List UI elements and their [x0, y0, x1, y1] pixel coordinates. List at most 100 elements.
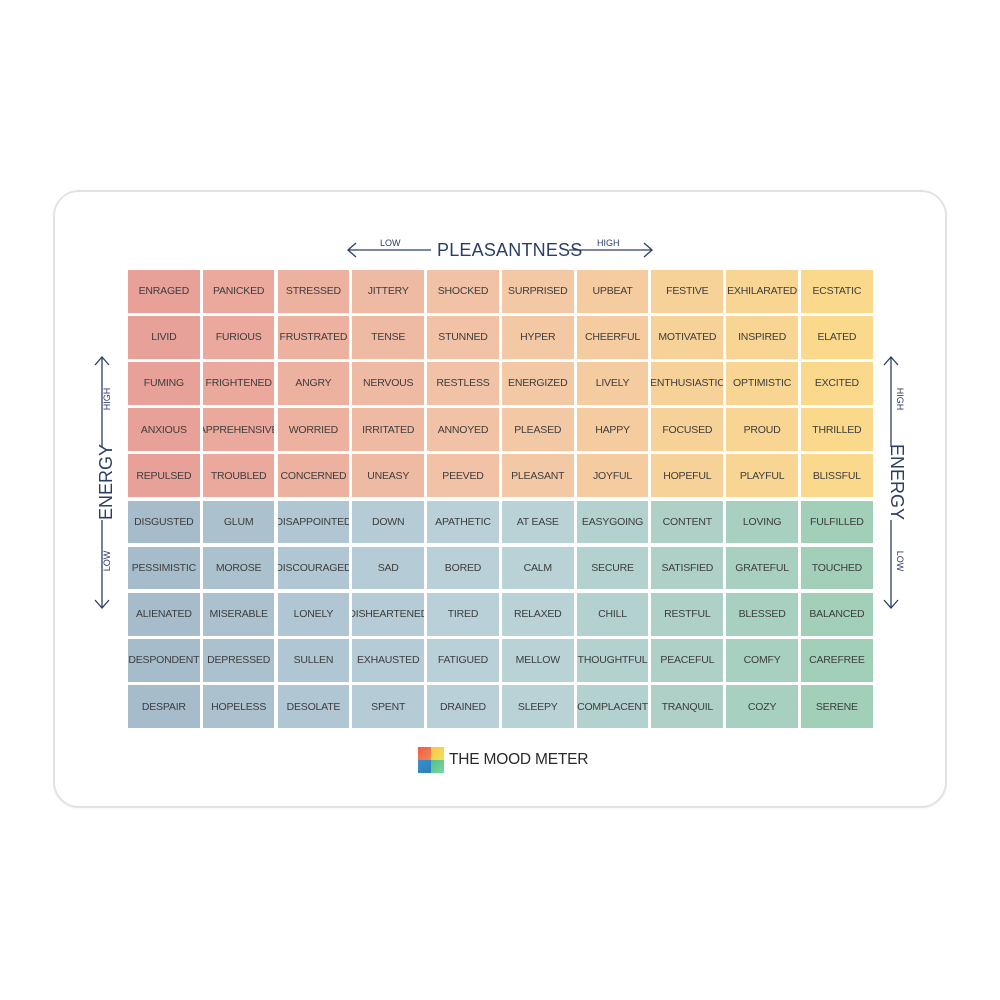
mood-cell: JOYFUL — [576, 454, 649, 497]
mood-cell: NERVOUS — [352, 362, 425, 405]
mood-cell: TIRED — [427, 593, 499, 636]
mood-cell: ELATED — [801, 316, 873, 359]
mood-cell: FURIOUS — [202, 316, 275, 359]
mood-cell: PEEVED — [427, 454, 499, 497]
mood-cell: PLAYFUL — [726, 454, 798, 497]
mood-cell: INSPIRED — [726, 316, 798, 359]
mood-cell: FOCUSED — [651, 408, 724, 451]
mood-cell: MOTIVATED — [651, 316, 724, 359]
mood-cell: DISCOURAGED — [277, 546, 350, 590]
mood-cell: CHILL — [576, 593, 649, 636]
double-arrow-vertical-icon — [94, 356, 110, 609]
mood-cell: HOPELESS — [202, 685, 275, 728]
mood-cell: THOUGHTFUL — [576, 639, 649, 682]
mood-cell: EXHAUSTED — [352, 639, 425, 682]
mood-cell: IRRITATED — [352, 408, 425, 451]
mood-cell: ENERGIZED — [501, 362, 574, 405]
mood-cell: CALM — [501, 546, 574, 590]
energy-axis-left: HIGH ENERGY LOW — [92, 355, 122, 610]
mood-cell: GLUM — [202, 500, 275, 544]
mood-cell: MISERABLE — [202, 593, 275, 636]
mood-cell: EASYGOING — [576, 500, 649, 544]
mood-cell: DEPRESSED — [202, 639, 275, 682]
mood-cell: PEACEFUL — [651, 639, 724, 682]
mood-cell: ENRAGED — [128, 270, 200, 313]
mood-cell: MELLOW — [501, 639, 574, 682]
mood-cell: RESTFUL — [651, 593, 724, 636]
mood-meter-logo: THE MOOD METER — [418, 747, 588, 773]
mood-cell: SURPRISED — [501, 270, 574, 313]
mood-cell: THRILLED — [801, 408, 873, 451]
mood-cell: JITTERY — [352, 270, 425, 313]
mood-cell: STRESSED — [277, 270, 350, 313]
mood-cell: SPENT — [352, 685, 425, 728]
pleasantness-high-label: HIGH — [597, 238, 620, 248]
mood-cell: AT EASE — [501, 500, 574, 544]
mood-grid: ENRAGED PANICKED STRESSED JITTERY SHOCKE… — [128, 270, 873, 731]
mood-cell: PESSIMISTIC — [128, 546, 200, 590]
mood-cell: FRUSTRATED — [277, 316, 350, 359]
mood-cell: ECSTATIC — [801, 270, 873, 313]
mood-cell: APATHETIC — [427, 500, 499, 544]
mood-cell: FRIGHTENED — [202, 362, 275, 405]
mood-cell: PROUD — [726, 408, 798, 451]
energy-axis-title: ENERGY — [96, 443, 116, 521]
mood-cell: BLISSFUL — [801, 454, 873, 497]
mood-cell: GRATEFUL — [726, 546, 798, 590]
mood-cell: TOUCHED — [801, 546, 873, 590]
mood-cell: SAD — [352, 546, 425, 590]
energy-low-label: LOW — [102, 550, 112, 572]
mood-cell: SECURE — [576, 546, 649, 590]
mood-cell: TENSE — [352, 316, 425, 359]
mood-cell: SLEEPY — [501, 685, 574, 728]
pleasantness-axis: LOW PLEASANTNESS HIGH — [345, 236, 655, 264]
mood-cell: DESOLATE — [277, 685, 350, 728]
mood-cell: COMPLACENT — [576, 685, 649, 728]
mood-cell: TROUBLED — [202, 454, 275, 497]
mood-cell: CONTENT — [651, 500, 724, 544]
double-arrow-horizontal-icon — [347, 242, 653, 258]
mood-cell: MOROSE — [202, 546, 275, 590]
mood-cell: FESTIVE — [651, 270, 724, 313]
mood-cell: WORRIED — [277, 408, 350, 451]
mood-cell: ANGRY — [277, 362, 350, 405]
mood-cell: CAREFREE — [801, 639, 873, 682]
pleasantness-axis-title: PLEASANTNESS — [437, 240, 583, 260]
double-arrow-vertical-icon — [883, 356, 899, 609]
mood-cell: LIVELY — [576, 362, 649, 405]
mood-cell: REPULSED — [128, 454, 200, 497]
mood-cell: ANNOYED — [427, 408, 499, 451]
mood-cell: ANXIOUS — [128, 408, 200, 451]
mood-cell: BLESSED — [726, 593, 798, 636]
energy-high-label: HIGH — [102, 387, 112, 411]
mood-cell: BALANCED — [801, 593, 873, 636]
mood-cell: HAPPY — [576, 408, 649, 451]
mood-cell: CHEERFUL — [576, 316, 649, 359]
logo-title: THE MOOD METER — [449, 751, 589, 768]
mood-cell: FUMING — [128, 362, 200, 405]
energy-low-label: LOW — [895, 550, 905, 572]
mood-cell: SHOCKED — [427, 270, 499, 313]
mood-cell: LIVID — [128, 316, 200, 359]
mood-cell: UPBEAT — [576, 270, 649, 313]
energy-axis-right: HIGH ENERGY LOW — [878, 355, 908, 610]
mood-cell: SERENE — [801, 685, 873, 728]
mood-cell: ENTHUSIASTIC — [651, 362, 724, 405]
mood-cell: EXCITED — [801, 362, 873, 405]
mood-cell: LOVING — [726, 500, 798, 544]
mood-cell: OPTIMISTIC — [726, 362, 798, 405]
energy-axis-title: ENERGY — [887, 443, 907, 521]
mood-meter-card — [53, 190, 947, 808]
mood-cell: DISAPPOINTED — [277, 500, 350, 544]
mood-cell: BORED — [427, 546, 499, 590]
mood-cell: PANICKED — [202, 270, 275, 313]
mood-cell: DOWN — [352, 500, 425, 544]
mood-cell: DESPAIR — [128, 685, 200, 728]
mood-cell: RELAXED — [501, 593, 574, 636]
mood-cell: LONELY — [277, 593, 350, 636]
mood-cell: ALIENATED — [128, 593, 200, 636]
mood-cell: DISGUSTED — [128, 500, 200, 544]
mood-cell: SULLEN — [277, 639, 350, 682]
mood-cell: PLEASANT — [501, 454, 574, 497]
mood-cell: TRANQUIL — [651, 685, 724, 728]
